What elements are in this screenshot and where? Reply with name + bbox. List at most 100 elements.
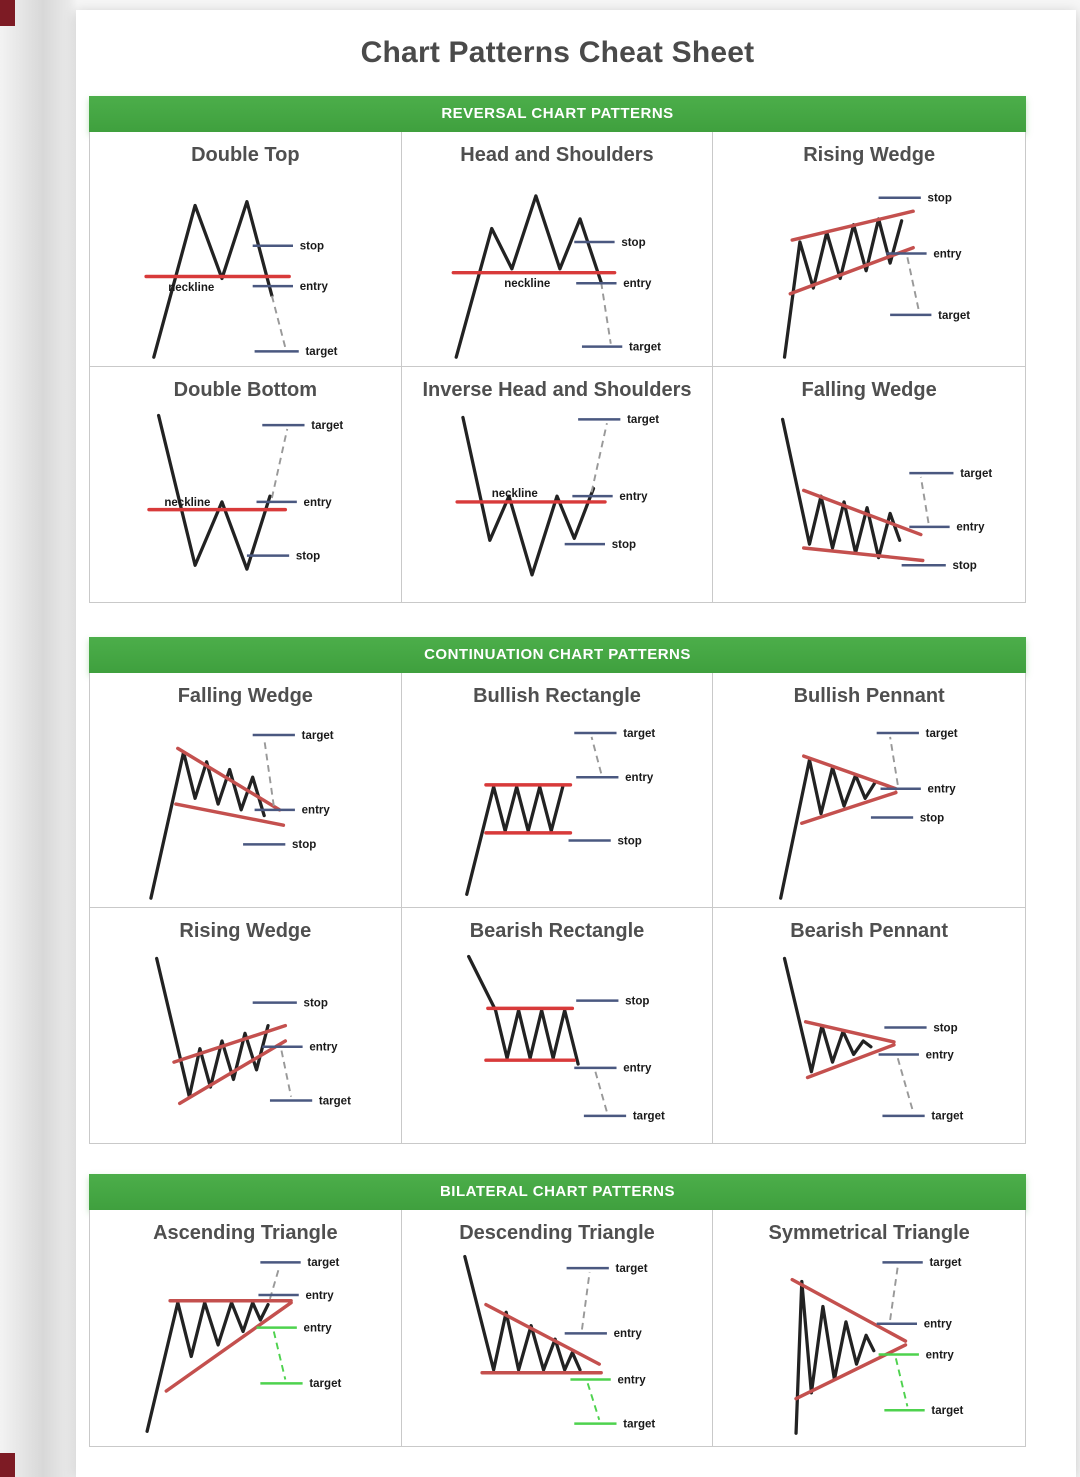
svg-text:entry: entry: [926, 1349, 955, 1361]
diagram-rising-wedge: stop entry target: [713, 169, 1025, 361]
pattern-cell-falling-wedge: Falling Wedge target entry stop: [713, 367, 1025, 602]
pattern-svg: target entry stop neckline: [455, 414, 659, 577]
svg-text:target: target: [306, 346, 338, 358]
diagram-falling-wedge: target entry stop: [713, 404, 1025, 596]
pattern-title: Double Top: [191, 144, 300, 166]
svg-text:target: target: [623, 728, 655, 740]
svg-text:entry: entry: [617, 1374, 646, 1386]
svg-text:neckline: neckline: [169, 282, 216, 294]
svg-text:entry: entry: [926, 1049, 955, 1061]
pattern-cell-head-and-shoulders: Head and Shoulders stop entry target neckli…: [401, 132, 714, 367]
diagram-falling-wedge-cont: target entry stop: [90, 710, 401, 902]
svg-text:entry: entry: [623, 1063, 652, 1075]
svg-text:stop: stop: [296, 551, 320, 563]
svg-text:target: target: [960, 468, 992, 480]
pattern-title: Double Bottom: [173, 379, 317, 401]
corner-accent-top: [0, 0, 15, 26]
section-banner-bilateral: BILATERAL CHART PATTERNS: [89, 1174, 1026, 1210]
svg-text:entry: entry: [304, 497, 333, 509]
pattern-svg: target entry stop: [779, 728, 958, 900]
grid-continuation: Falling Wedge target entry stop Bullish Re…: [89, 673, 1026, 1144]
pattern-cell-inverse-head-and-shoulders: Inverse Head and Shoulders target entry st…: [402, 367, 714, 602]
pattern-cell-rising-wedge-cont: Rising Wedge stop entry target: [90, 908, 402, 1143]
svg-text:entry: entry: [614, 1328, 643, 1340]
diagram-ascending-triangle: target entry entry target: [90, 1247, 401, 1439]
diagram-inverse-head-and-shoulders: target entry stop neckline: [402, 404, 713, 596]
svg-text:stop: stop: [621, 237, 645, 249]
svg-text:target: target: [932, 1405, 964, 1417]
svg-text:stop: stop: [617, 835, 641, 847]
pattern-svg: target entry stop: [465, 728, 655, 896]
diagram-double-bottom: target entry stop neckline: [90, 404, 401, 596]
svg-text:target: target: [302, 730, 334, 742]
pattern-svg: stop entry target neckline: [451, 194, 661, 359]
pattern-svg: target entry stop neckline: [147, 413, 344, 571]
svg-text:target: target: [926, 728, 958, 740]
grid-bilateral: Ascending Triangle target entry entry targe…: [89, 1210, 1026, 1447]
page-title: Chart Patterns Cheat Sheet: [360, 36, 755, 69]
svg-text:stop: stop: [928, 193, 952, 205]
svg-text:entry: entry: [928, 784, 957, 796]
svg-text:stop: stop: [933, 1022, 957, 1034]
svg-text:entry: entry: [625, 772, 654, 784]
pattern-title: Symmetrical Triangle: [768, 1222, 970, 1244]
pattern-cell-rising-wedge: Rising Wedge stop entry target: [713, 132, 1025, 367]
svg-text:entry: entry: [310, 1042, 339, 1054]
pattern-svg: stop entry target: [783, 956, 964, 1123]
svg-text:target: target: [623, 1418, 655, 1430]
svg-text:neckline: neckline: [165, 497, 212, 509]
diagram-bullish-pennant: target entry stop: [713, 710, 1025, 902]
pattern-title: Bearish Rectangle: [469, 920, 645, 942]
pattern-cell-bearish-rectangle: Bearish Rectangle stop entry target: [402, 908, 714, 1143]
svg-text:entry: entry: [306, 1290, 335, 1302]
pattern-svg: stop entry target: [783, 193, 970, 359]
svg-text:target: target: [312, 420, 344, 432]
pattern-cell-bullish-pennant: Bullish Pennant target entry stop: [713, 673, 1025, 908]
diagram-head-and-shoulders: stop entry target neckline: [402, 169, 713, 361]
background-gradient-strip: [0, 0, 78, 1477]
pattern-svg: stop entry target: [467, 954, 665, 1123]
pattern-title: Descending Triangle: [459, 1222, 655, 1244]
pattern-svg: target entry entry target: [145, 1257, 342, 1433]
diagram-symmetrical-triangle: target entry entry target: [713, 1247, 1025, 1439]
pattern-svg: stop entry target neckline: [144, 200, 338, 359]
section-banner-continuation: CONTINUATION CHART PATTERNS: [89, 637, 1026, 673]
pattern-svg: target entry stop: [149, 730, 334, 900]
svg-text:target: target: [627, 414, 659, 426]
pattern-title: Falling Wedge: [801, 379, 937, 401]
svg-text:stop: stop: [612, 539, 636, 551]
diagram-double-top: stop entry target neckline: [90, 169, 401, 361]
svg-text:entry: entry: [924, 1319, 953, 1331]
pattern-cell-symmetrical-triangle: Symmetrical Triangle target entry entry tar…: [713, 1210, 1025, 1446]
corner-accent-bottom: [0, 1453, 15, 1477]
svg-text:target: target: [633, 1111, 665, 1123]
svg-text:stop: stop: [920, 812, 944, 824]
cheat-sheet-card: Chart Patterns Cheat Sheet REVERSAL CHAR…: [76, 10, 1076, 1477]
svg-text:target: target: [932, 1111, 964, 1123]
pattern-cell-descending-triangle: Descending Triangle target entry entry targ…: [402, 1210, 714, 1446]
pattern-title: Bearish Pennant: [790, 920, 949, 942]
pattern-svg: target entry entry target: [463, 1254, 655, 1430]
diagram-bearish-rectangle: stop entry target: [402, 945, 713, 1137]
diagram-rising-wedge-cont: stop entry target: [90, 945, 401, 1137]
pattern-title: Rising Wedge: [803, 144, 936, 166]
pattern-svg: target entry entry target: [790, 1257, 964, 1435]
svg-text:target: target: [629, 341, 661, 353]
svg-text:target: target: [930, 1257, 962, 1269]
pattern-title: Falling Wedge: [177, 685, 313, 707]
pattern-svg: stop entry target: [155, 956, 351, 1107]
pattern-cell-bullish-rectangle: Bullish Rectangle target entry stop: [401, 673, 714, 908]
pattern-title: Head and Shoulders: [460, 144, 654, 166]
svg-text:entry: entry: [957, 522, 986, 534]
pattern-title: Rising Wedge: [179, 920, 312, 942]
svg-text:entry: entry: [623, 278, 652, 290]
svg-text:target: target: [319, 1095, 351, 1107]
pattern-cell-double-bottom: Double Bottom target entry stop neckline: [90, 367, 402, 602]
svg-text:entry: entry: [302, 805, 331, 817]
diagram-descending-triangle: target entry entry target: [402, 1247, 713, 1439]
pattern-title: Bullish Pennant: [793, 685, 945, 707]
grid-reversal: Double Top stop entry target neckline Head …: [89, 132, 1026, 603]
svg-text:entry: entry: [933, 248, 962, 260]
diagram-bullish-rectangle: target entry stop: [402, 710, 713, 902]
pattern-title: Inverse Head and Shoulders: [422, 379, 692, 401]
